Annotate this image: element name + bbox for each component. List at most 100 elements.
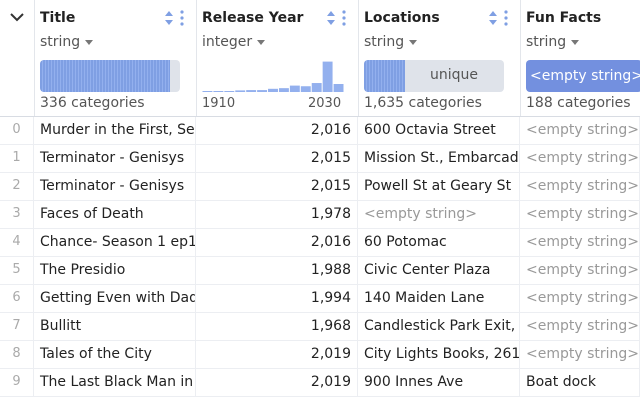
column-type-dropdown[interactable]: string (40, 34, 94, 50)
cell-location[interactable]: Mission St., Embarcadero (358, 145, 520, 172)
cell-location[interactable]: Civic Center Plaza (358, 257, 520, 284)
cell-title[interactable]: The Presidio (34, 257, 196, 284)
cell-release-year[interactable]: 1,994 (196, 285, 358, 312)
histogram-bar[interactable] (322, 61, 333, 92)
table-row[interactable]: 6 Getting Even with Dad 1,994 140 Maiden La… (0, 285, 640, 313)
category-bar-fill (364, 60, 405, 92)
table-row[interactable]: 1 Terminator - Genisys 2,015 Mission St., E… (0, 145, 640, 173)
cell-fun-fact[interactable]: <empty string> (520, 229, 640, 256)
column-title: Locations (364, 10, 440, 26)
histogram-min-label: 1910 (202, 96, 236, 111)
histogram-bar[interactable] (268, 88, 278, 92)
histogram-bar[interactable] (202, 91, 213, 92)
cell-location[interactable]: City Lights Books, 261 Columbus (358, 341, 520, 368)
column-type: string (364, 34, 405, 50)
table-row[interactable]: 3 Faces of Death 1,978 <empty string> <empty… (0, 201, 640, 229)
cell-release-year[interactable]: 2,015 (196, 173, 358, 200)
column-summary: 336 categories (40, 95, 145, 111)
cell-title[interactable]: Tales of the City (34, 341, 196, 368)
kebab-menu-icon[interactable] (341, 9, 347, 27)
table-header: Title string 336 categories Release Year (0, 0, 640, 117)
histogram-bar[interactable] (333, 84, 344, 92)
cell-title[interactable]: Terminator - Genisys (34, 173, 196, 200)
column-header-release-year[interactable]: Release Year integer 1910 2030 (196, 0, 359, 116)
index-header (0, 0, 35, 116)
histogram-bar[interactable] (300, 86, 311, 92)
histogram-bar[interactable] (278, 88, 289, 92)
cell-location[interactable]: <empty string> (358, 201, 520, 228)
column-type: string (526, 34, 567, 50)
column-type: string (40, 34, 81, 50)
table-row[interactable]: 5 The Presidio 1,988 Civic Center Plaza <emp… (0, 257, 640, 285)
row-index: 3 (0, 201, 34, 228)
histogram-bar[interactable] (311, 83, 322, 92)
cell-fun-fact[interactable]: Boat dock (520, 369, 640, 396)
year-histogram[interactable] (202, 58, 344, 92)
cell-title[interactable]: Faces of Death (34, 201, 196, 228)
cell-fun-fact[interactable]: <empty string> (520, 313, 640, 340)
cell-release-year[interactable]: 1,978 (196, 201, 358, 228)
cell-fun-fact[interactable]: <empty string> (520, 145, 640, 172)
cell-location[interactable]: Candlestick Park Exit, Highway 101 (358, 313, 520, 340)
cell-fun-fact[interactable]: <empty string> (520, 257, 640, 284)
cell-fun-fact[interactable]: <empty string> (520, 285, 640, 312)
kebab-menu-icon[interactable] (179, 9, 185, 27)
column-type-dropdown[interactable]: integer (202, 34, 266, 50)
cell-release-year[interactable]: 2,016 (196, 229, 358, 256)
histogram-max-label: 2030 (308, 96, 342, 111)
histogram-bar[interactable] (246, 90, 257, 92)
cell-location[interactable]: 60 Potomac (358, 229, 520, 256)
table-row[interactable]: 8 Tales of the City 2,019 City Lights Books… (0, 341, 640, 369)
category-bar[interactable]: unique (364, 60, 504, 92)
histogram-bar[interactable] (289, 85, 300, 92)
cell-location[interactable]: 600 Octavia Street (358, 117, 520, 144)
histogram-bar[interactable] (224, 91, 235, 92)
cell-release-year[interactable]: 2,019 (196, 341, 358, 368)
cell-location[interactable]: Powell St at Geary St (358, 173, 520, 200)
column-type-dropdown[interactable]: string (526, 34, 580, 50)
histogram-bar[interactable] (257, 90, 268, 92)
histogram-bar[interactable] (235, 90, 246, 92)
column-type: integer (202, 34, 253, 50)
sort-arrows-icon[interactable] (488, 10, 498, 26)
cell-fun-fact[interactable]: <empty string> (520, 173, 640, 200)
cell-title[interactable]: The Last Black Man in San Francisco (34, 369, 196, 396)
cell-release-year[interactable]: 2,016 (196, 117, 358, 144)
cell-title[interactable]: Murder in the First, Season 2 (34, 117, 196, 144)
histogram-bar[interactable] (213, 91, 224, 92)
cell-fun-fact[interactable]: <empty string> (520, 341, 640, 368)
unique-label: unique (430, 67, 479, 83)
column-header-title[interactable]: Title string 336 categories (34, 0, 197, 116)
cell-release-year[interactable]: 1,968 (196, 313, 358, 340)
category-bar[interactable] (40, 60, 180, 92)
table-row[interactable]: 4 Chance- Season 1 ep10 2,016 60 Potomac <em… (0, 229, 640, 257)
cell-release-year[interactable]: 2,019 (196, 369, 358, 396)
sort-arrows-icon[interactable] (164, 10, 174, 26)
row-index: 8 (0, 341, 34, 368)
cell-title[interactable]: Bullitt (34, 313, 196, 340)
cell-title[interactable]: Chance- Season 1 ep10 (34, 229, 196, 256)
cell-location[interactable]: 140 Maiden Lane (358, 285, 520, 312)
kebab-menu-icon[interactable] (503, 9, 509, 27)
row-index: 4 (0, 229, 34, 256)
column-header-fun-facts[interactable]: Fun Facts string <empty string> 188 cate… (520, 0, 640, 116)
row-index: 9 (0, 369, 34, 396)
cell-fun-fact[interactable]: <empty string> (520, 201, 640, 228)
cell-release-year[interactable]: 2,015 (196, 145, 358, 172)
cell-release-year[interactable]: 1,988 (196, 257, 358, 284)
cell-location[interactable]: 900 Innes Ave (358, 369, 520, 396)
column-header-locations[interactable]: Locations string unique 1,635 categories (358, 0, 521, 116)
table-row[interactable]: 2 Terminator - Genisys 2,015 Powell St at G… (0, 173, 640, 201)
column-type-dropdown[interactable]: string (364, 34, 418, 50)
sort-arrows-icon[interactable] (326, 10, 336, 26)
empty-string-bar[interactable]: <empty string> (526, 60, 640, 92)
chevron-down-icon[interactable] (10, 12, 24, 22)
caret-down-icon (571, 39, 580, 45)
cell-title[interactable]: Terminator - Genisys (34, 145, 196, 172)
cell-title[interactable]: Getting Even with Dad (34, 285, 196, 312)
cell-fun-fact[interactable]: <empty string> (520, 117, 640, 144)
